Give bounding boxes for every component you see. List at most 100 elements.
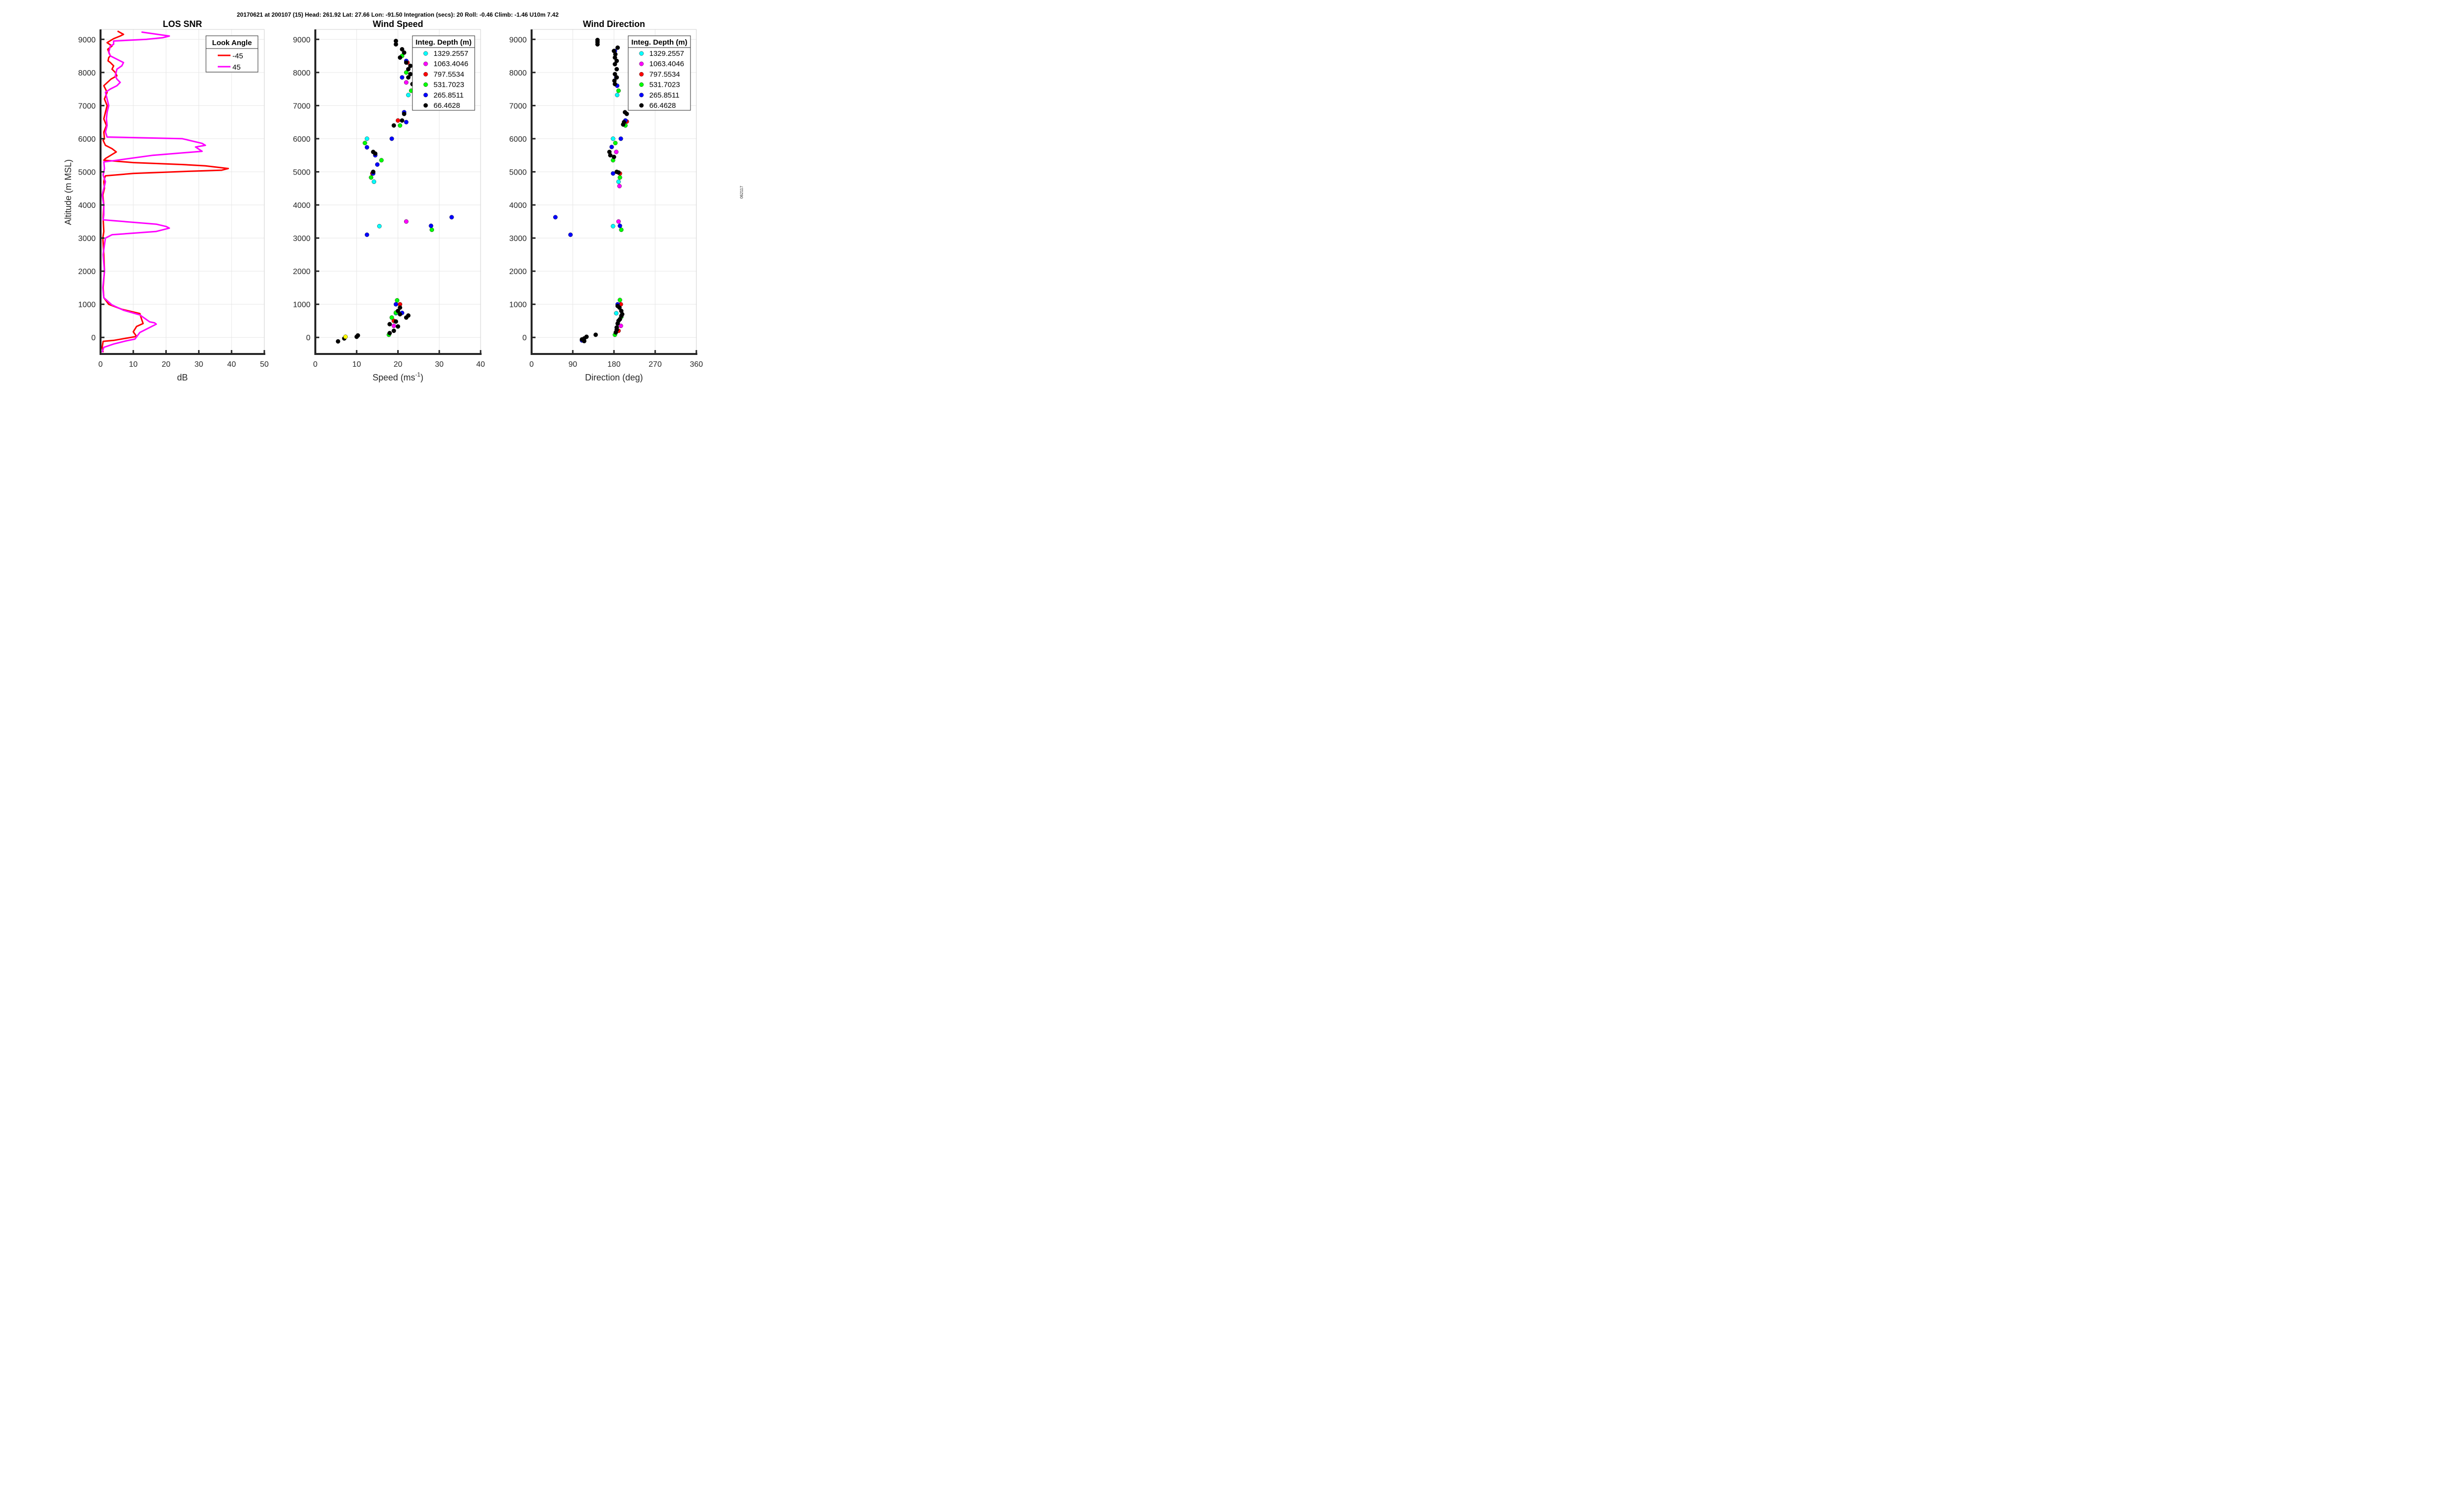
data-point	[400, 118, 405, 123]
y-tick-label: 2000	[293, 268, 310, 276]
legend-box	[628, 35, 691, 111]
legend-entry-label: 66.4628	[649, 101, 676, 110]
y-tick-label: 4000	[78, 202, 96, 210]
data-point	[618, 324, 623, 328]
legend-entry-label: 531.7023	[649, 81, 680, 89]
data-point	[617, 224, 622, 228]
data-point	[387, 322, 392, 327]
data-point	[379, 158, 384, 163]
x-tick-label: 20	[394, 360, 403, 369]
y-tick-label: 1000	[293, 301, 310, 309]
legend-entry-label: 45	[232, 63, 241, 72]
figure-suptitle: 20170621 at 200107 (15) Head: 261.92 Lat…	[237, 11, 559, 18]
data-point	[402, 111, 407, 116]
data-point	[404, 219, 409, 224]
data-point	[354, 334, 359, 339]
data-point	[619, 227, 624, 232]
data-point	[364, 145, 369, 150]
y-tick-label: 8000	[78, 69, 96, 77]
legend-entry-label: 797.5534	[649, 70, 680, 78]
data-point	[404, 80, 409, 85]
data-point	[398, 305, 403, 310]
y-tick-label: 0	[306, 334, 310, 342]
x-axis-label: Direction (deg)	[585, 373, 643, 382]
data-point	[615, 321, 620, 326]
data-point	[406, 75, 411, 80]
data-point	[593, 332, 598, 337]
data-point	[335, 339, 340, 344]
data-point	[391, 123, 396, 128]
y-tick-label: 5000	[78, 168, 96, 176]
y-tick-label: 5000	[293, 168, 310, 176]
legend-entry-label: 265.8511	[649, 91, 679, 100]
data-point	[375, 162, 380, 167]
x-axis-label-sup: -1	[415, 371, 421, 378]
series-line-45	[101, 31, 206, 353]
legend-box	[412, 35, 475, 111]
chart-title: LOS SNR	[163, 19, 202, 29]
data-point	[617, 183, 622, 189]
data-point	[614, 75, 619, 80]
y-axis-label: Altitude (m MSL)	[63, 159, 73, 225]
data-point	[393, 42, 398, 47]
data-point	[616, 219, 621, 224]
data-point	[429, 224, 434, 228]
data-point	[404, 60, 409, 65]
legend-marker	[423, 72, 428, 76]
legend-entry-label: 797.5534	[434, 70, 464, 78]
data-point	[614, 150, 619, 154]
legend: Look Angle -45 45	[205, 35, 258, 73]
legend-entry-label: 531.7023	[434, 81, 464, 89]
data-point	[400, 75, 405, 80]
x-tick-label: 50	[260, 360, 269, 369]
data-point	[389, 315, 394, 320]
los-snr-panel: 0 10 20 30 40 50 0 1000 2000 3000 4000 5000 6000 7000…	[63, 19, 269, 382]
x-tick-label: 0	[99, 360, 103, 369]
x-tick-label: 40	[476, 360, 485, 369]
y-tick-label: 6000	[509, 135, 527, 144]
data-point	[404, 70, 409, 75]
legend-marker	[423, 61, 428, 66]
y-tick-label: 6000	[293, 135, 310, 144]
data-point	[406, 93, 411, 98]
chart-title: Wind Speed	[373, 19, 423, 29]
y-tick-label: 9000	[78, 36, 96, 44]
x-tick-label: 90	[568, 360, 577, 369]
data-point	[362, 141, 367, 146]
legend-title: Integ. Depth (m)	[415, 38, 471, 47]
y-tick-label: 3000	[78, 235, 96, 243]
data-point	[621, 122, 626, 127]
legend-marker	[639, 103, 644, 108]
data-point	[402, 50, 407, 55]
legend-marker	[639, 93, 644, 98]
legend: Integ. Depth (m) 1329.2557 1063.4046 797.55…	[628, 35, 691, 111]
y-tick-label: 4000	[509, 202, 527, 210]
data-point	[553, 215, 558, 220]
x-tick-label: 10	[129, 360, 138, 369]
data-point	[364, 232, 369, 237]
data-point	[406, 67, 411, 72]
legend-marker	[423, 51, 428, 56]
data-point	[609, 145, 614, 150]
legend-marker	[639, 61, 644, 66]
data-point	[400, 47, 405, 52]
legend-marker	[423, 82, 428, 87]
data-point	[395, 308, 401, 313]
data-point	[449, 215, 454, 220]
y-tick-label: 3000	[509, 235, 527, 243]
data-point	[377, 224, 382, 228]
legend-marker	[639, 51, 644, 56]
data-point	[611, 224, 615, 228]
data-point	[389, 136, 394, 141]
data-point	[613, 330, 618, 335]
data-point	[617, 175, 622, 180]
legend-marker	[639, 72, 644, 76]
x-tick-label: 180	[608, 360, 621, 369]
legend-marker	[423, 93, 428, 98]
data-point	[613, 62, 617, 67]
y-tick-label: 7000	[509, 102, 527, 110]
legend: Integ. Depth (m) 1329.2557 1063.4046 797.55…	[412, 35, 475, 111]
data-point	[582, 339, 587, 344]
data-point	[373, 151, 378, 156]
x-axis-label-main: Speed (ms	[373, 373, 415, 382]
